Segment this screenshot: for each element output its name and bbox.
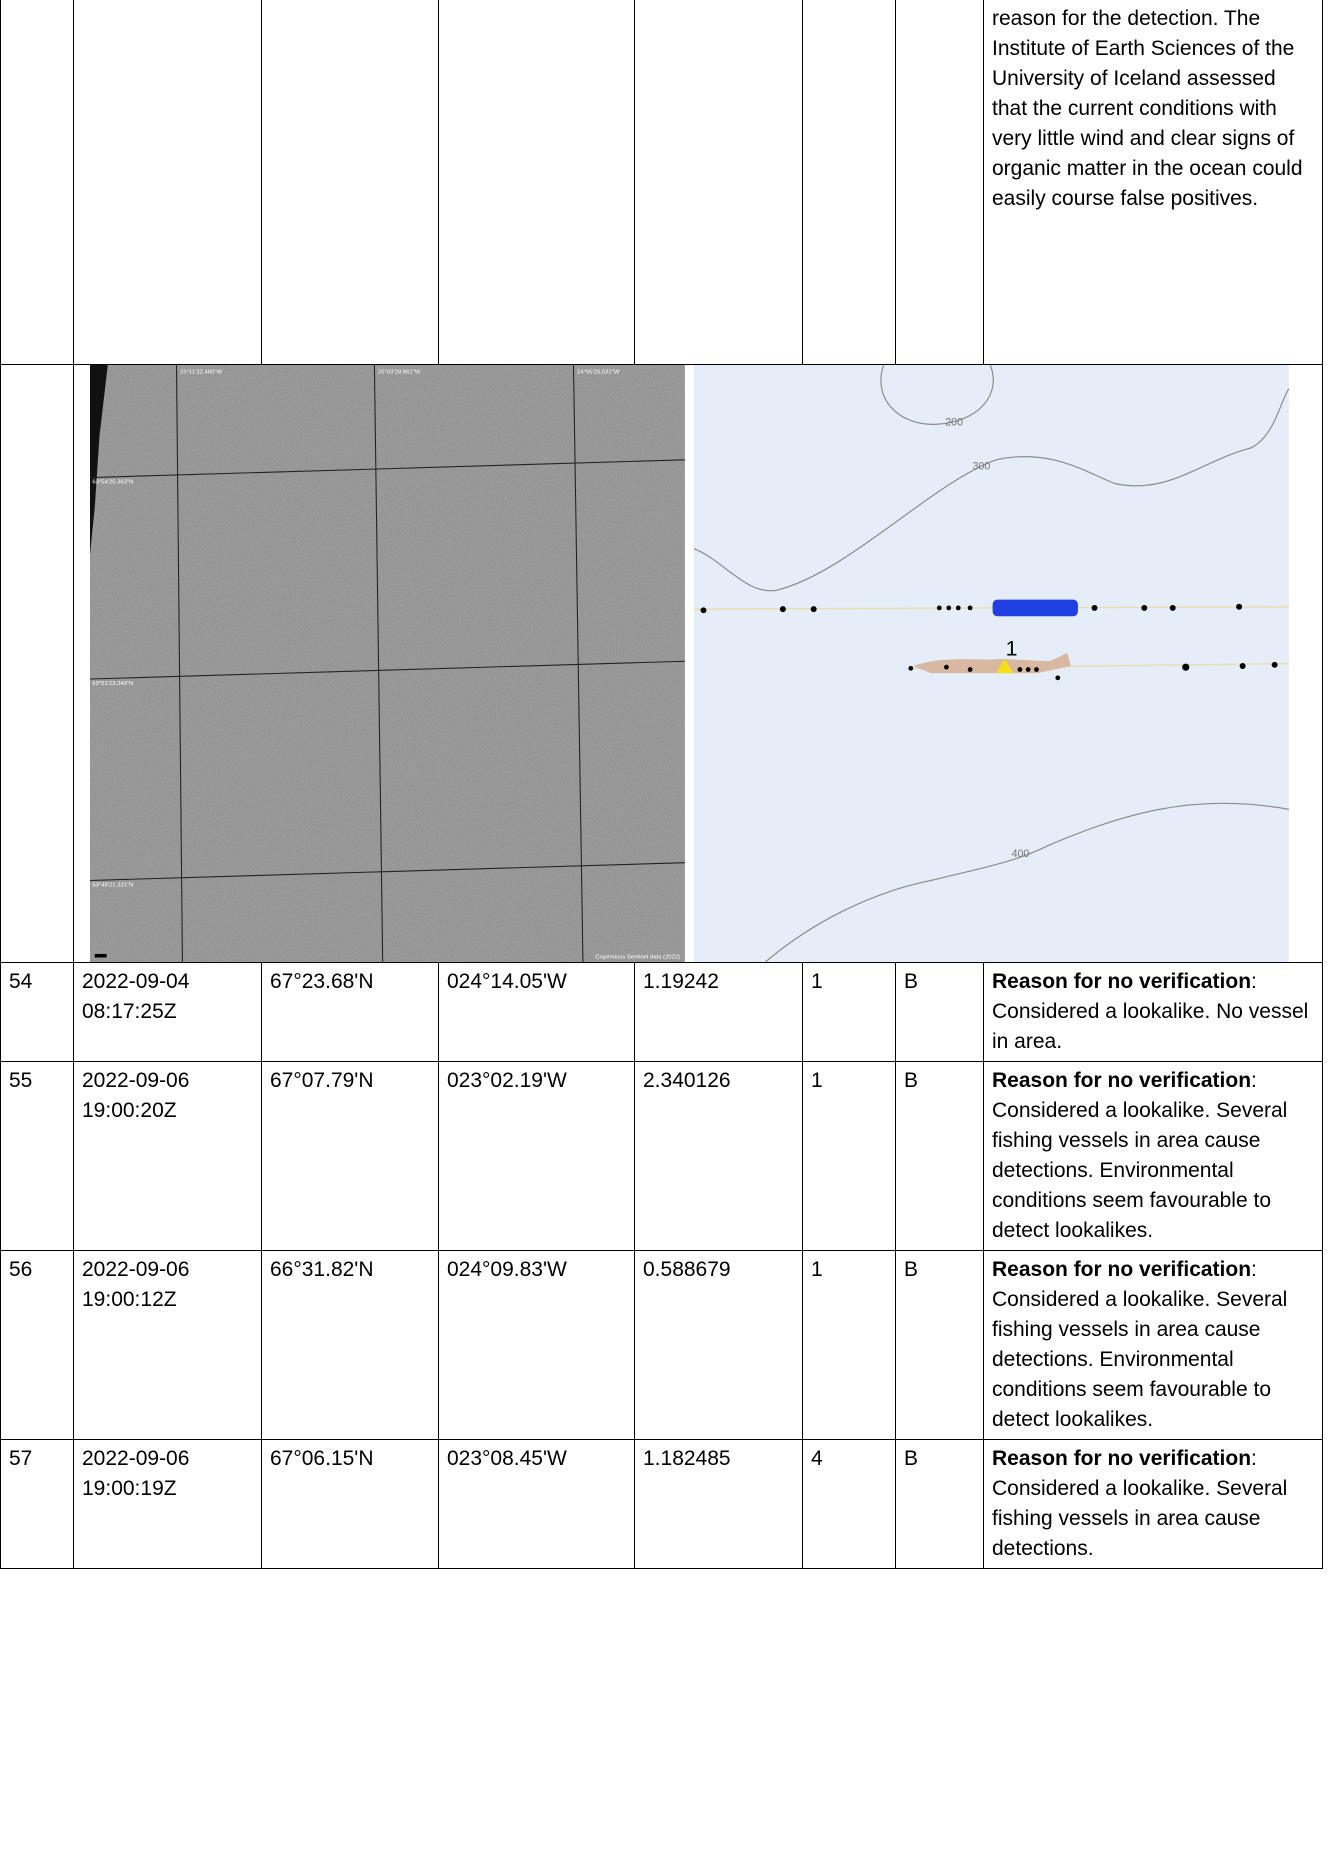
count: 1: [802, 962, 896, 1062]
figure: 25°11'32.460"W 25°03'28.961"W 24°55'25.0…: [89, 365, 1290, 962]
sat-label: Copernicus Sentinel data (2022): [595, 955, 680, 961]
count: 1: [802, 1061, 896, 1251]
sat-label: 25°03'28.961"W: [378, 369, 421, 375]
note-text: : Considered a lookalike. Several fishin…: [992, 1258, 1288, 1431]
note-text: : Considered a lookalike. Several fishin…: [992, 1069, 1288, 1242]
sat-label: 63°48'21.331"N: [92, 882, 133, 888]
date-time: 2022-09-04 08:17:25Z: [73, 962, 262, 1062]
row-number: 54: [0, 962, 74, 1062]
note-cell: reason for the detection. The Institute …: [983, 0, 1323, 365]
cell: [634, 0, 803, 365]
cell: [438, 0, 635, 365]
note-label: Reason for no verification: [992, 970, 1252, 993]
count: 4: [802, 1439, 896, 1569]
class: B: [895, 1061, 984, 1251]
longitude: 023°08.45'W: [438, 1439, 635, 1569]
note-label: Reason for no verification: [992, 1447, 1252, 1470]
longitude: 024°14.05'W: [438, 962, 635, 1062]
sat-label: 25°11'32.460"W: [180, 369, 222, 375]
note-label: Reason for no verification: [992, 1069, 1252, 1092]
row-number: 55: [0, 1061, 74, 1251]
table-row: 56 2022-09-06 19:00:12Z 66°31.82'N 024°09.8…: [0, 1250, 1323, 1440]
map-label: 400: [1012, 848, 1030, 860]
figure-cell: 25°11'32.460"W 25°03'28.961"W 24°55'25.0…: [73, 364, 1323, 963]
date-time: 2022-09-06 19:00:20Z: [73, 1061, 262, 1251]
table-row: 54 2022-09-04 08:17:25Z 67°23.68'N 024°14.0…: [0, 962, 1323, 1062]
latitude: 67°07.79'N: [261, 1061, 439, 1251]
cell: [895, 0, 984, 365]
class: B: [895, 962, 984, 1062]
area: 1.19242: [634, 962, 803, 1062]
cell: [73, 0, 262, 365]
sat-label: 63°54'25.363"N: [92, 480, 133, 486]
note-label: Reason for no verification: [992, 1258, 1252, 1281]
latitude: 67°06.15'N: [261, 1439, 439, 1569]
longitude: 024°09.83'W: [438, 1250, 635, 1440]
class: B: [895, 1250, 984, 1440]
map-label: 200: [945, 416, 963, 428]
longitude: 023°02.19'W: [438, 1061, 635, 1251]
note-cell: Reason for no verification: Considered a…: [983, 1061, 1323, 1251]
map-label: 300: [972, 460, 990, 472]
count: 1: [802, 1250, 896, 1440]
area: 0.588679: [634, 1250, 803, 1440]
cell: [802, 0, 896, 365]
cell: [0, 0, 74, 365]
table-row: 55 2022-09-06 19:00:20Z 67°07.79'N 023°02.1…: [0, 1061, 1323, 1251]
note-cell: Reason for no verification: Considered a…: [983, 962, 1323, 1062]
area: 2.340126: [634, 1061, 803, 1251]
map-image: 200 300 400: [693, 365, 1290, 962]
map-label: 1: [1006, 636, 1018, 660]
class: B: [895, 1439, 984, 1569]
note-text: : Considered a lookalike. No vessel in a…: [992, 970, 1309, 1053]
date-time: 2022-09-06 19:00:19Z: [73, 1439, 262, 1569]
note-cell: Reason for no verification: Considered a…: [983, 1250, 1323, 1440]
sat-label: 63°51'23.349"N: [92, 681, 133, 687]
cell: [261, 0, 439, 365]
table-row: 57 2022-09-06 19:00:19Z 67°06.15'N 023°08.4…: [0, 1439, 1323, 1569]
note-text: : Considered a lookalike. Several fishin…: [992, 1447, 1288, 1560]
row-number: 56: [0, 1250, 74, 1440]
satellite-image: 25°11'32.460"W 25°03'28.961"W 24°55'25.0…: [89, 365, 685, 962]
latitude: 66°31.82'N: [261, 1250, 439, 1440]
row-number: 57: [0, 1439, 74, 1569]
latitude: 67°23.68'N: [261, 962, 439, 1062]
figure-row: 25°11'32.460"W 25°03'28.961"W 24°55'25.0…: [0, 364, 1323, 963]
cell: [0, 364, 74, 963]
data-table: reason for the detection. The Institute …: [0, 0, 1323, 1569]
continued-row: reason for the detection. The Institute …: [0, 0, 1323, 365]
sat-label: 24°55'25.032"W: [577, 369, 620, 375]
area: 1.182485: [634, 1439, 803, 1569]
date-time: 2022-09-06 19:00:12Z: [73, 1250, 262, 1440]
note-cell: Reason for no verification: Considered a…: [983, 1439, 1323, 1569]
